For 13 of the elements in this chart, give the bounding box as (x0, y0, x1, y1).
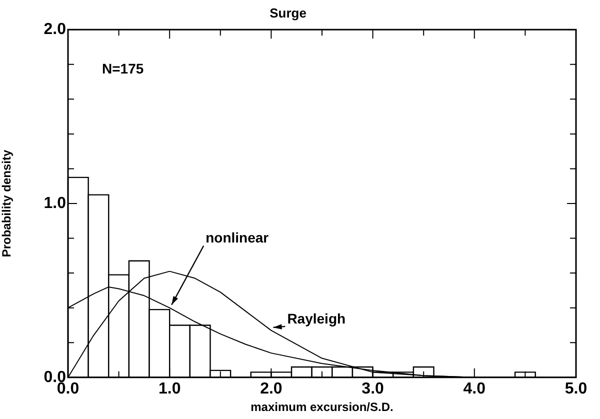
chart-title: Surge (270, 5, 306, 20)
legend-label: Rayleigh (287, 310, 346, 326)
annotation: N=175 (102, 60, 144, 76)
x-tick-label: 4.0 (463, 380, 486, 398)
y-tick-label: 1.0 (44, 194, 66, 212)
x-tick-label: 2.0 (260, 380, 282, 398)
text: nonlinear (206, 230, 270, 246)
x-axis-title: maximum excursion/S.D. (250, 400, 394, 414)
x-tick-label: 3.0 (362, 380, 384, 398)
y-tick-label: 2.0 (44, 21, 66, 38)
x-tick-label: 5.0 (564, 380, 588, 398)
y-axis-title: Probability density (0, 150, 14, 258)
x-tick-label: 1.0 (158, 380, 181, 398)
